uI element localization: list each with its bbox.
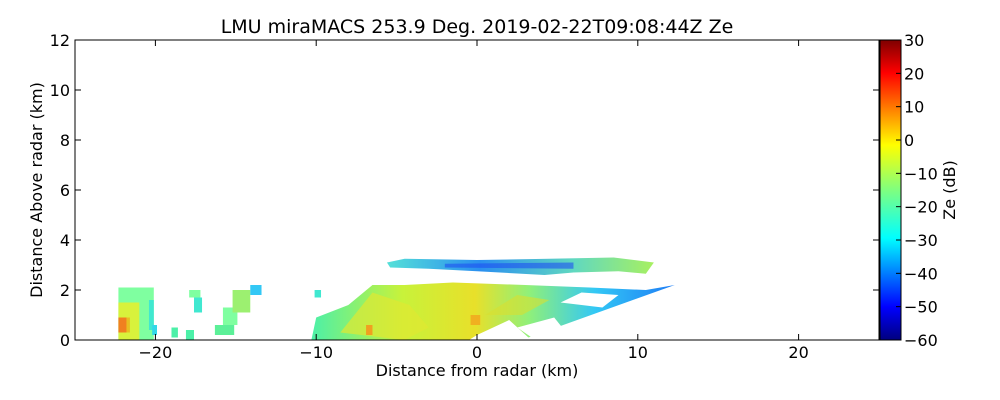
echo-column: [148, 300, 154, 330]
x-tick-label: −10: [299, 343, 333, 362]
colorbar-tick-label: −10: [904, 164, 938, 183]
y-tick-label: 4: [60, 231, 70, 250]
y-tick-label: 8: [60, 131, 70, 150]
echo-core: [366, 325, 373, 335]
y-tick-label: 10: [50, 81, 70, 100]
x-tick-label: −20: [139, 343, 173, 362]
y-tick-label: 2: [60, 281, 70, 300]
echo-column: [232, 290, 251, 313]
x-axis: −20 −10 0 10 20: [139, 40, 809, 362]
echo-core: [485, 295, 550, 315]
colorbar: [879, 39, 902, 341]
echo-column: [314, 290, 322, 298]
colorbar-tick-label: 0: [904, 131, 914, 150]
echo-core: [340, 292, 429, 340]
y-tick-label: 6: [60, 181, 70, 200]
colorbar-tick-label: −60: [904, 331, 938, 350]
echo-column: [214, 325, 235, 335]
echo-upper-core: [444, 262, 574, 269]
colorbar-label: Ze (dB): [940, 160, 959, 220]
echo-column: [250, 285, 262, 295]
x-tick-label: 0: [472, 343, 482, 362]
echo-column: [152, 325, 158, 335]
colorbar-tick-label: −20: [904, 198, 938, 217]
x-axis-label: Distance from radar (km): [376, 361, 579, 380]
echo-column: [185, 330, 194, 340]
echo-strong-cell: [126, 317, 130, 333]
chart-title: LMU miraMACS 253.9 Deg. 2019-02-22T09:08…: [221, 16, 734, 38]
echo-column: [171, 327, 178, 338]
x-tick-label: 20: [788, 343, 808, 362]
echo-gap: [560, 292, 619, 308]
echo-column: [189, 290, 201, 298]
y-axis: 0 2 4 6 8 10 12: [50, 31, 879, 350]
colorbar-tick-label: −30: [904, 231, 938, 250]
colorbar-tick-label: 20: [904, 64, 924, 83]
echo-gap: [517, 317, 563, 338]
colorbar-tick-label: −40: [904, 264, 938, 283]
colorbar-tick-label: 30: [904, 31, 924, 50]
colorbar-tick-label: 10: [904, 98, 924, 117]
y-tick-label: 12: [50, 31, 70, 50]
y-axis-label: Distance Above radar (km): [27, 82, 46, 298]
colorbar-tick-label: −50: [904, 298, 938, 317]
x-tick-label: 10: [628, 343, 648, 362]
y-tick-label: 0: [60, 331, 70, 350]
echo-strong-cell: [118, 317, 130, 333]
echo-layer: [118, 257, 675, 340]
echo-column: [193, 297, 203, 313]
colorbar-ticks: 30 20 10 0 −10 −20 −30 −40 −50 −60: [896, 31, 938, 350]
echo-core: [470, 315, 481, 325]
